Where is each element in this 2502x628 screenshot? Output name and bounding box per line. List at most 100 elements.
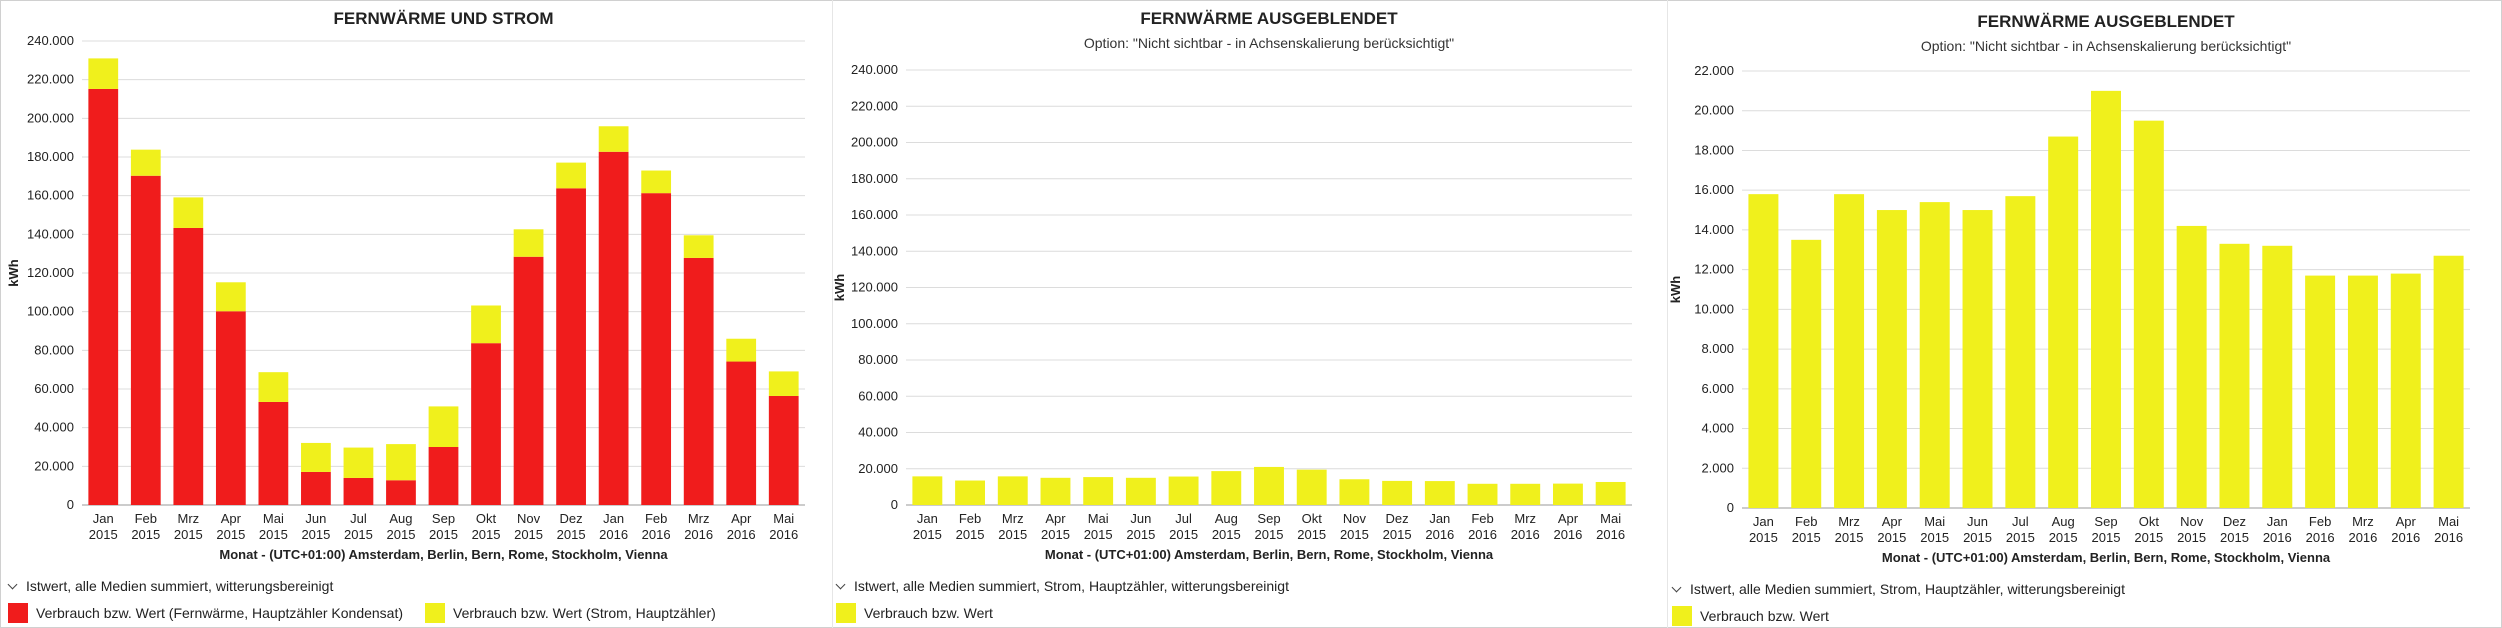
bar xyxy=(1552,483,1583,505)
legend-header-label: Istwert, alle Medien summiert, witterung… xyxy=(26,578,334,594)
legend-item-fernwaerme[interactable]: Verbrauch bzw. Wert (Fernwärme, Hauptzäh… xyxy=(8,603,403,623)
legend-header-label: Istwert, alle Medien summiert, Strom, Ha… xyxy=(854,578,1289,594)
x-tick-label: Mrz xyxy=(1514,511,1536,526)
x-tick-label: 2015 xyxy=(301,527,330,542)
y-tick-label: 40.000 xyxy=(34,420,74,435)
legend-header[interactable]: Istwert, alle Medien summiert, witterung… xyxy=(8,577,716,595)
x-tick-label: Apr xyxy=(1882,514,1903,529)
bar xyxy=(556,162,586,189)
x-tick-label: 2015 xyxy=(913,527,942,542)
bar xyxy=(471,305,501,344)
y-tick-label: 140.000 xyxy=(27,226,74,241)
bar xyxy=(641,193,672,506)
x-tick-label: Mai xyxy=(263,511,284,526)
bar xyxy=(215,282,246,312)
bar xyxy=(1791,239,1822,508)
y-tick-label: 12.000 xyxy=(1694,262,1734,277)
x-tick-label: 2016 xyxy=(2348,530,2377,545)
legend-item-label: Verbrauch bzw. Wert (Strom, Hauptzähler) xyxy=(453,605,716,621)
x-tick-label: 2015 xyxy=(89,527,118,542)
x-tick-label: 2016 xyxy=(727,527,756,542)
chevron-down-icon[interactable] xyxy=(1672,584,1682,594)
y-tick-label: 160.000 xyxy=(27,188,74,203)
x-tick-label: Okt xyxy=(2139,514,2160,529)
y-tick-label: 80.000 xyxy=(858,352,898,367)
x-tick-label: Apr xyxy=(221,511,242,526)
bar xyxy=(2091,90,2121,508)
bar xyxy=(215,311,246,505)
bar xyxy=(683,235,714,258)
x-tick-label: 2015 xyxy=(216,527,245,542)
x-tick-label: 2016 xyxy=(769,527,798,542)
bar xyxy=(258,401,289,505)
chart-title: FERNWÄRME AUSGEBLENDET xyxy=(1140,9,1398,28)
chevron-down-icon[interactable] xyxy=(836,581,846,591)
y-tick-label: 14.000 xyxy=(1694,222,1734,237)
y-tick-label: 20.000 xyxy=(34,458,74,473)
x-tick-label: Jan xyxy=(93,511,114,526)
bar xyxy=(1919,202,1950,508)
x-tick-label: Mrz xyxy=(177,511,199,526)
y-tick-label: 100.000 xyxy=(851,316,898,331)
legend-header[interactable]: Istwert, alle Medien summiert, Strom, Ha… xyxy=(1672,580,2125,598)
x-tick-label: 2015 xyxy=(1340,527,1369,542)
chart-title: FERNWÄRME UND STROM xyxy=(333,9,553,28)
legend-item-verbrauch[interactable]: Verbrauch bzw. Wert xyxy=(836,603,993,623)
bar xyxy=(2048,136,2079,509)
legend-item-label: Verbrauch bzw. Wert xyxy=(864,605,993,621)
x-tick-label: Mrz xyxy=(2352,514,2374,529)
bar xyxy=(301,471,331,505)
x-tick-label: 2016 xyxy=(599,527,628,542)
bar xyxy=(1040,477,1071,505)
bar xyxy=(726,361,757,505)
chart-legend: Istwert, alle Medien summiert, witterung… xyxy=(8,577,716,623)
y-tick-label: 8.000 xyxy=(1701,341,1734,356)
bar xyxy=(2390,273,2421,508)
bar xyxy=(343,477,374,505)
x-tick-label: 2015 xyxy=(514,527,543,542)
bar xyxy=(428,406,459,447)
x-tick-label: 2015 xyxy=(2134,530,2163,545)
x-tick-label: 2016 xyxy=(1553,527,1582,542)
x-tick-label: 2015 xyxy=(387,527,416,542)
x-tick-label: 2015 xyxy=(1920,530,1949,545)
legend-header[interactable]: Istwert, alle Medien summiert, Strom, Ha… xyxy=(836,577,1289,595)
x-tick-label: 2015 xyxy=(1835,530,1864,545)
y-tick-label: 60.000 xyxy=(34,381,74,396)
bar xyxy=(386,480,416,505)
chart-svg: FERNWÄRME AUSGEBLENDET Option: "Nicht sic… xyxy=(1668,12,2470,565)
bar xyxy=(598,126,629,152)
y-tick-label: 160.000 xyxy=(851,207,898,222)
legend-item-strom[interactable]: Verbrauch bzw. Wert (Strom, Hauptzähler) xyxy=(425,603,716,623)
x-tick-label: Mai xyxy=(1088,511,1109,526)
y-tick-label: 10.000 xyxy=(1694,301,1734,316)
chevron-down-icon[interactable] xyxy=(8,581,18,591)
bar xyxy=(173,227,204,505)
bar xyxy=(130,149,161,176)
bar xyxy=(1595,481,1626,505)
legend-swatch xyxy=(1672,606,1692,626)
x-tick-label: 2015 xyxy=(2006,530,2035,545)
x-tick-label: Mrz xyxy=(1002,511,1024,526)
bar xyxy=(1211,471,1242,505)
x-tick-label: Jan xyxy=(1753,514,1774,529)
bar xyxy=(1834,194,1865,508)
y-tick-label: 100.000 xyxy=(27,304,74,319)
x-tick-label: Aug xyxy=(389,511,412,526)
bar xyxy=(258,372,289,402)
x-tick-label: 2016 xyxy=(1596,527,1625,542)
y-axis-label: kWh xyxy=(1668,276,1683,304)
panel-divider xyxy=(1667,0,1668,628)
x-tick-label: 2015 xyxy=(1749,530,1778,545)
y-tick-label: 80.000 xyxy=(34,342,74,357)
chart-panel-fernwaerme-ausgeblendet-1: FERNWÄRME AUSGEBLENDET Option: "Nicht sic… xyxy=(832,0,1666,628)
bar xyxy=(130,175,161,505)
x-tick-label: 2015 xyxy=(998,527,1027,542)
bar xyxy=(1467,483,1498,505)
x-tick-label: Okt xyxy=(476,511,497,526)
legend-item-verbrauch[interactable]: Verbrauch bzw. Wert xyxy=(1672,606,1829,626)
y-tick-label: 2.000 xyxy=(1701,460,1734,475)
chart-panel-fernwaerme-und-strom: FERNWÄRME UND STROM 0 20.000 40.000 60.000 80… xyxy=(0,0,830,628)
bar xyxy=(1125,477,1156,505)
x-tick-label: 2016 xyxy=(1425,527,1454,542)
